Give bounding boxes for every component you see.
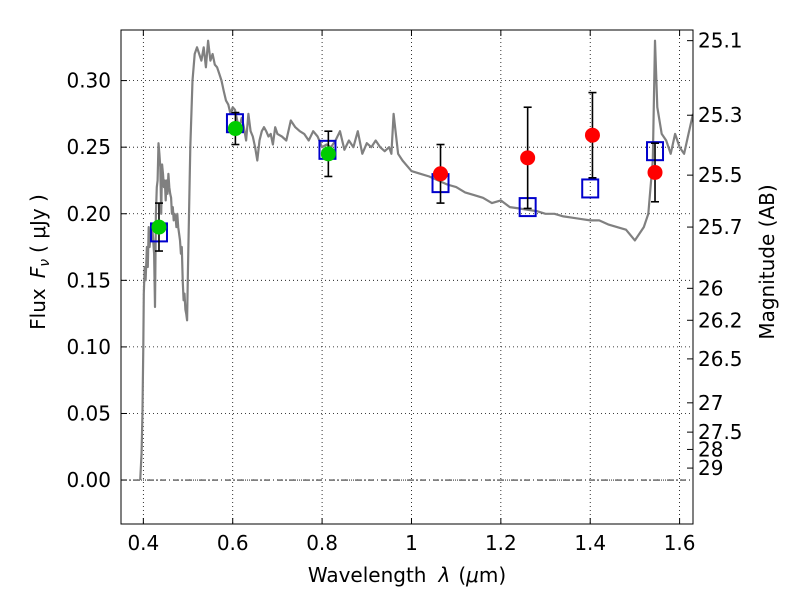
- mag-tick-label: 25.5: [698, 163, 743, 187]
- data-markers: [149, 91, 665, 252]
- y-tick-label: 0.00: [66, 468, 111, 492]
- mag-tick-label: 29: [698, 456, 723, 480]
- x-axis-label: Wavelength λ (μm): [308, 563, 506, 587]
- mag-tick-label: 27: [698, 391, 723, 415]
- x-axis-label-text: Wavelength: [308, 563, 427, 587]
- mag-tick-label: 28: [698, 437, 723, 461]
- observed-circle-point: [584, 127, 600, 143]
- x-tick-label: 1.6: [664, 531, 696, 555]
- x-tick-label: 1.4: [574, 531, 606, 555]
- model-square-point: [581, 178, 600, 199]
- x-tick-label: 0.8: [306, 531, 338, 555]
- model-spectrum-line: [139, 39, 693, 481]
- x-tick-label: 0.4: [127, 531, 159, 555]
- x-tick-label: 0.6: [217, 531, 249, 555]
- y-tick-label: 0.05: [66, 401, 111, 425]
- mag-tick-label: 27.5: [698, 420, 743, 444]
- observed-circle-point: [433, 166, 449, 182]
- model-spectrum: [139, 39, 693, 481]
- mag-tick-label: 25.7: [698, 215, 743, 239]
- x-tick-label: 1: [405, 531, 418, 555]
- y-axis-label: FluxFν( μJy ): [26, 194, 53, 330]
- plot-frame: [120, 29, 694, 525]
- axes: 0.4 0.6 0.8 1 1.2 1.4 1.6 0.00 0.05 0.10 0.15 0.20 0…: [66, 29, 742, 555]
- grid: [121, 30, 693, 524]
- mag-tick-label: 26: [698, 276, 723, 300]
- observed-circle-point: [227, 121, 243, 137]
- magnitude-axis-label: Magnitude (AB): [755, 184, 779, 339]
- mag-tick-label: 25.3: [698, 103, 743, 127]
- y-tick-label: 0.20: [66, 202, 111, 226]
- y-tick-label: 0.30: [66, 69, 111, 93]
- y-axis-label-text: Flux: [26, 288, 50, 330]
- y-tick-label: 0.10: [66, 335, 111, 359]
- mag-tick-label: 25.1: [698, 29, 743, 53]
- mag-tick-label: 26.2: [698, 308, 743, 332]
- y-tick-label: 0.15: [66, 268, 111, 292]
- observed-circle-point: [520, 150, 536, 166]
- observed-circle-point: [151, 219, 167, 235]
- plot-background: [121, 30, 693, 524]
- x-tick-label: 1.2: [485, 531, 517, 555]
- observed-circle-point: [647, 164, 663, 180]
- mag-tick-label: 26.5: [698, 347, 743, 371]
- observed-circle-point: [320, 146, 336, 162]
- y-tick-label: 0.25: [66, 135, 111, 159]
